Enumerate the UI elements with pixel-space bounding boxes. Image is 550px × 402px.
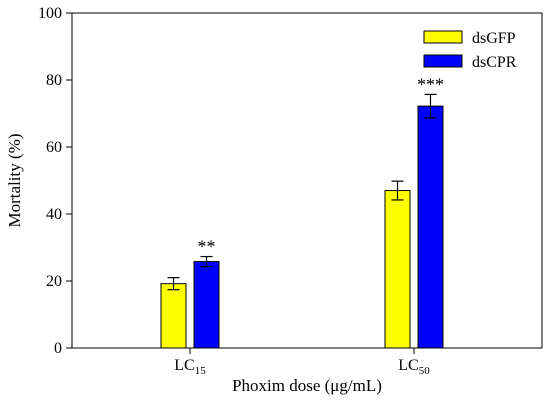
x-axis: LC15 LC50 [174,348,430,377]
y-tick-label: 0 [54,340,62,357]
bar-dsGFP-1 [384,190,411,349]
legend-label: dsGFP [472,30,516,47]
significance-marker: *** [417,74,444,94]
x-tick-label: LC15 [174,357,206,377]
y-tick-label: 100 [38,5,62,22]
y-tick-label: 60 [46,139,62,156]
legend-swatch [423,30,463,44]
plot-frame [71,12,543,349]
y-tick-label: 20 [46,273,62,290]
bar-dsGFP-0 [160,283,187,349]
y-axis: 0 20 40 60 80 100 [38,5,72,357]
error-bars-layer [167,93,437,291]
bar-dsCPR-0 [193,261,220,349]
y-tick-label: 80 [46,72,62,89]
bar-dsCPR-1 [417,105,444,349]
legend: dsGFP dsCPR [423,30,517,71]
x-axis-label: Phoxim dose (μg/mL) [232,376,382,395]
y-axis-label: Mortality (%) [5,134,24,228]
legend-label: dsCPR [472,54,517,71]
significance-layer: ***** [198,74,445,256]
legend-swatch [423,54,463,68]
y-tick-label: 40 [46,206,62,223]
significance-marker: ** [198,237,216,257]
x-tick-label: LC50 [398,357,430,377]
